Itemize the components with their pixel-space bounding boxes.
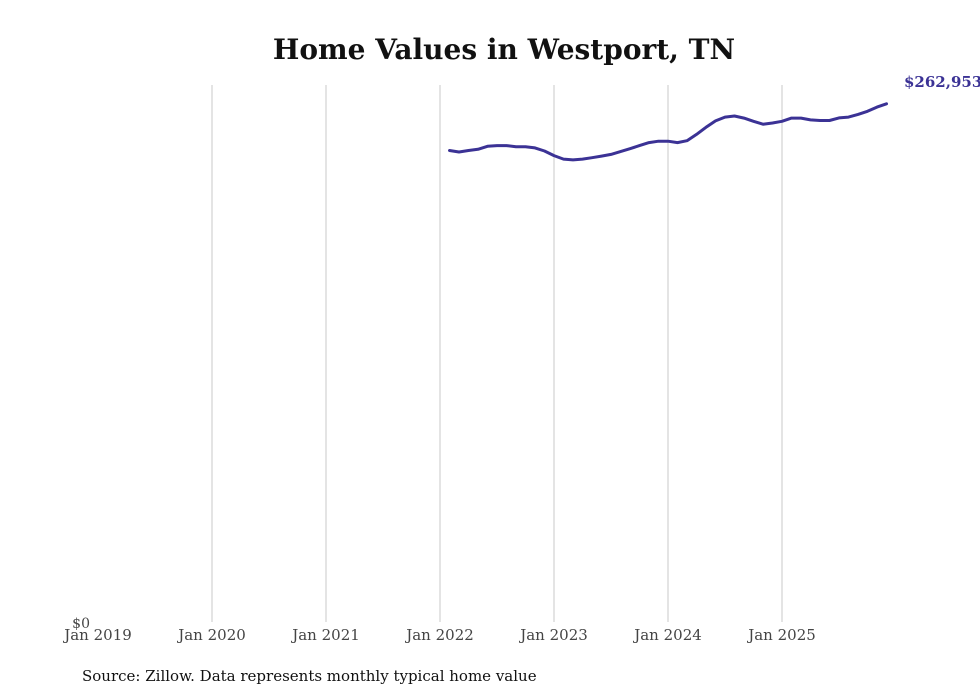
x-tick-label-2019: Jan 2019 [62,626,132,644]
x-tick-label-2020: Jan 2020 [176,626,246,644]
end-value-label: $262,953 [904,73,980,91]
y-tick-label-0: $0 [72,616,90,632]
x-axis-ticks: Jan 2019 Jan 2020 Jan 2021 Jan 2022 Jan 2023… [62,626,816,644]
chart-title: Home Values in Westport, TN [273,33,735,66]
x-tick-label-2022: Jan 2022 [404,626,474,644]
x-tick-label-2025: Jan 2025 [746,626,816,644]
x-tick-label-2024: Jan 2024 [632,626,702,644]
source-note: Source: Zillow. Data represents monthly … [82,667,537,685]
x-tick-label-2023: Jan 2023 [518,626,588,644]
series-line-home-value [448,102,888,162]
gridlines [211,85,783,622]
x-tick-label-2021: Jan 2021 [290,626,360,644]
